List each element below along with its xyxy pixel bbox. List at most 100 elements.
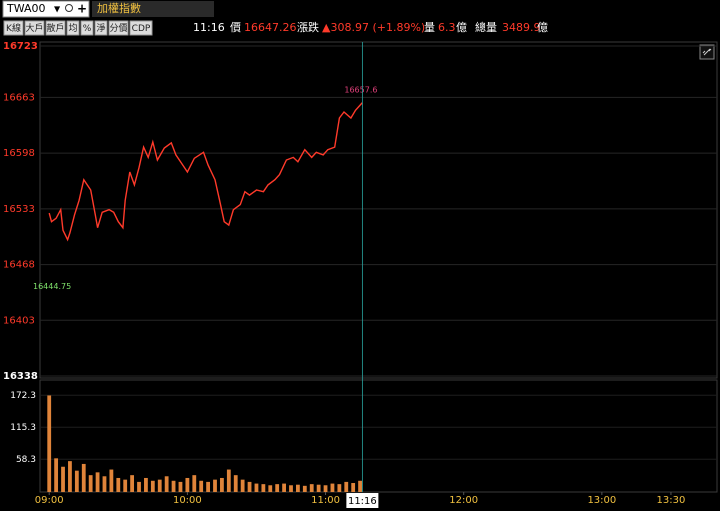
toolbar-button[interactable]: %: [80, 20, 94, 36]
volume-bar: [47, 395, 52, 492]
volume-bar: [81, 463, 86, 492]
total-label: 總量: [475, 20, 497, 34]
quote-bar: 11:16 價 16647.26 漲跌 ▲308.97 (+1.89%) 量 6…: [193, 20, 548, 34]
volume-bar: [302, 485, 307, 492]
button-label: 分價: [109, 23, 127, 34]
volume-bar: [213, 479, 217, 492]
volume-label: 量: [424, 21, 435, 34]
volume-bar: [226, 469, 231, 492]
volume-bar: [130, 475, 135, 492]
volume-bar: [344, 481, 349, 492]
add-icon[interactable]: +: [77, 2, 87, 16]
search-icon[interactable]: [65, 4, 73, 12]
cursor-label: 11:16: [348, 496, 377, 507]
volume-bar: [157, 479, 162, 492]
volume-bar: [123, 479, 128, 492]
x-tick-label: 13:00: [587, 495, 616, 506]
toolbar-button[interactable]: 均: [66, 20, 80, 36]
button-face: [66, 20, 80, 36]
total: 3489.9: [502, 21, 541, 34]
volume-bar: [233, 475, 238, 492]
toolbar-button[interactable]: 大戶: [24, 20, 45, 36]
volume-bar: [351, 483, 356, 492]
symbol: TWA00: [6, 2, 46, 15]
chart-title: 加權指數: [97, 1, 141, 15]
volume-bar: [54, 458, 59, 492]
toolbar-button[interactable]: 淨: [94, 20, 108, 36]
volume-bar: [323, 485, 328, 492]
volume-bar: [206, 481, 210, 492]
toolbar-button[interactable]: CDP: [129, 20, 153, 36]
dropdown-icon[interactable]: ▼: [54, 5, 61, 14]
volume-bar: [309, 484, 314, 492]
volume-bar: [254, 483, 259, 492]
volume-bar: [296, 484, 300, 492]
volume-bar: [109, 469, 114, 492]
volume-bar: [185, 477, 190, 492]
y-tick-label: 16723: [3, 41, 38, 52]
price: 16647.26: [244, 21, 297, 34]
volume-bar: [337, 484, 342, 492]
volume-bar: [247, 481, 252, 492]
button-face: [24, 20, 45, 36]
volume-bar: [240, 479, 245, 492]
annotation: 16657.6: [344, 86, 377, 95]
total-unit: 億: [537, 21, 548, 34]
volume-bar: [116, 477, 121, 492]
button-face: [80, 20, 94, 36]
toolbar-button[interactable]: 散戶: [45, 20, 66, 36]
button-label: 淨: [96, 22, 105, 34]
y-tick-label: 16533: [3, 204, 35, 215]
volume-bar: [178, 481, 183, 492]
volume-tick-label: 58.3: [16, 455, 36, 465]
button-label: 大戶: [25, 22, 43, 34]
x-tick-label: 09:00: [35, 495, 64, 506]
volume-bar: [192, 475, 197, 492]
volume-bar: [220, 477, 224, 492]
volume: 6.3: [438, 21, 456, 34]
volume-bar: [289, 485, 293, 492]
volume-bar: [261, 484, 266, 492]
volume-bar: [268, 485, 273, 492]
toolbar-button[interactable]: K線: [3, 20, 24, 36]
annotation: 16444.75: [33, 282, 71, 291]
volume-bar: [74, 470, 79, 492]
y-tick-label: 16468: [3, 260, 35, 271]
button-face: [108, 20, 129, 36]
volume-bar: [137, 481, 141, 492]
x-tick-label: 13:30: [657, 495, 686, 506]
volume-bar: [199, 480, 204, 492]
button-label: 散戶: [46, 22, 64, 34]
toolbar-button[interactable]: 分價: [108, 20, 129, 36]
button-label: K線: [6, 22, 21, 34]
button-label: 均: [68, 22, 77, 34]
y-tick-label: 16598: [3, 148, 35, 159]
volume-bar: [330, 483, 335, 492]
x-tick-label: 11:00: [311, 495, 340, 506]
volume-bar: [88, 475, 93, 492]
y-tick-label: 16663: [3, 92, 35, 103]
volume-bar: [95, 472, 100, 492]
price-line: [48, 102, 363, 242]
price-label: 價: [230, 20, 241, 34]
volume-bar: [275, 484, 280, 492]
button-face: [94, 20, 108, 36]
volume-bar: [102, 476, 107, 492]
volume-bar: [144, 477, 148, 492]
volume-bar: [171, 480, 176, 492]
volume-panel: [39, 379, 718, 493]
x-tick-label: 12:00: [449, 495, 478, 506]
volume-tick-label: 172.3: [10, 391, 36, 401]
volume-tick-label: 115.3: [10, 423, 36, 433]
y-tick-label: 16403: [3, 315, 35, 326]
button-face: [129, 20, 153, 36]
volume-bar: [61, 466, 65, 492]
link-glyph: [702, 48, 712, 56]
x-tick-label: 10:00: [173, 495, 202, 506]
button-face: [3, 20, 24, 36]
button-label: %: [83, 24, 92, 34]
y-tick-label: 16338: [3, 371, 38, 382]
title-box: [92, 1, 214, 17]
